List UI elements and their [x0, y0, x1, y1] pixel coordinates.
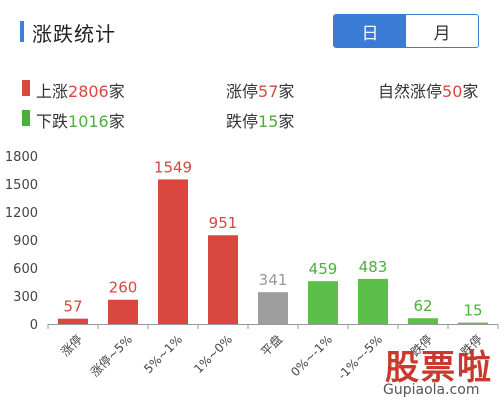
stat-up: 上涨2806家 — [36, 78, 125, 102]
toggle-day-button[interactable]: 日 — [334, 15, 406, 47]
bar — [408, 318, 438, 324]
bars: 57 260 1549 951 341 459 483 62 15 — [58, 158, 488, 324]
bar — [258, 292, 288, 324]
y-tick-label: 1200 — [5, 206, 38, 221]
y-tick-label: 600 — [13, 262, 38, 277]
up-legend-marker — [22, 80, 30, 96]
stat-limit-down: 跌停15家 — [226, 108, 294, 132]
site-watermark: 股票啦 Gupiaola.com — [375, 334, 501, 402]
stat-down: 下跌1016家 — [36, 108, 125, 132]
stat-limit-down-suffix: 家 — [278, 112, 295, 131]
y-axis: 0 300 600 900 1200 1500 1800 — [5, 150, 38, 333]
stat-down-suffix: 家 — [108, 112, 125, 131]
stat-natural-limit-up-value: 50 — [442, 82, 463, 101]
bar — [158, 179, 188, 324]
bar — [358, 278, 388, 324]
watermark-url: Gupiaola.com — [383, 382, 480, 398]
bar-value-label: 951 — [209, 214, 238, 232]
bar — [208, 235, 238, 324]
bar-value-label: 62 — [413, 297, 432, 315]
y-tick-label: 300 — [13, 290, 38, 305]
bar-value-label: 15 — [463, 302, 482, 320]
stat-natural-limit-up-prefix: 自然涨停 — [378, 82, 443, 101]
stat-limit-up-value: 57 — [258, 82, 279, 101]
stat-limit-up-prefix: 涨停 — [226, 82, 259, 101]
y-tick-label: 900 — [13, 234, 38, 249]
bar-value-label: 1549 — [154, 158, 192, 176]
stat-up-value: 2806 — [68, 82, 109, 101]
y-tick-label: 1800 — [5, 150, 38, 165]
x-tick-label: 涨停 — [58, 332, 86, 360]
toggle-month-button[interactable]: 月 — [406, 15, 478, 47]
page-title: 涨跌统计 — [32, 22, 116, 46]
watermark-logo-text: 股票啦 — [385, 348, 493, 388]
bar — [58, 318, 88, 324]
x-tick-label: 平盘 — [258, 332, 286, 360]
bar-value-label: 459 — [309, 260, 338, 278]
title-accent-bar — [20, 21, 24, 42]
x-tick-label: 0%~-1% — [288, 332, 335, 379]
stat-down-prefix: 下跌 — [36, 112, 69, 131]
stat-natural-limit-up: 自然涨停50家 — [378, 78, 478, 102]
x-tick-label: 5%~1% — [141, 332, 185, 376]
stat-limit-down-prefix: 跌停 — [226, 112, 259, 131]
stat-limit-up: 涨停57家 — [226, 78, 294, 102]
stat-limit-down-value: 15 — [258, 112, 279, 131]
stat-up-prefix: 上涨 — [36, 82, 69, 101]
bar — [458, 322, 488, 324]
stat-up-suffix: 家 — [108, 82, 125, 101]
stat-limit-up-suffix: 家 — [278, 82, 295, 101]
period-toggle[interactable]: 日 月 — [333, 14, 479, 48]
bar — [108, 299, 138, 324]
x-tick-label: 涨停~5% — [87, 332, 135, 380]
stat-natural-limit-up-suffix: 家 — [462, 82, 479, 101]
bar-value-label: 260 — [109, 279, 138, 297]
y-tick-label: 1500 — [5, 178, 38, 193]
y-tick-label: 0 — [30, 318, 38, 333]
stat-down-value: 1016 — [68, 112, 109, 131]
bar-value-label: 341 — [259, 271, 288, 289]
x-tick-label: 1%~0% — [191, 332, 235, 376]
down-legend-marker — [22, 110, 30, 126]
bar — [308, 281, 338, 324]
bar-value-label: 483 — [359, 258, 388, 276]
bar-value-label: 57 — [63, 298, 82, 316]
